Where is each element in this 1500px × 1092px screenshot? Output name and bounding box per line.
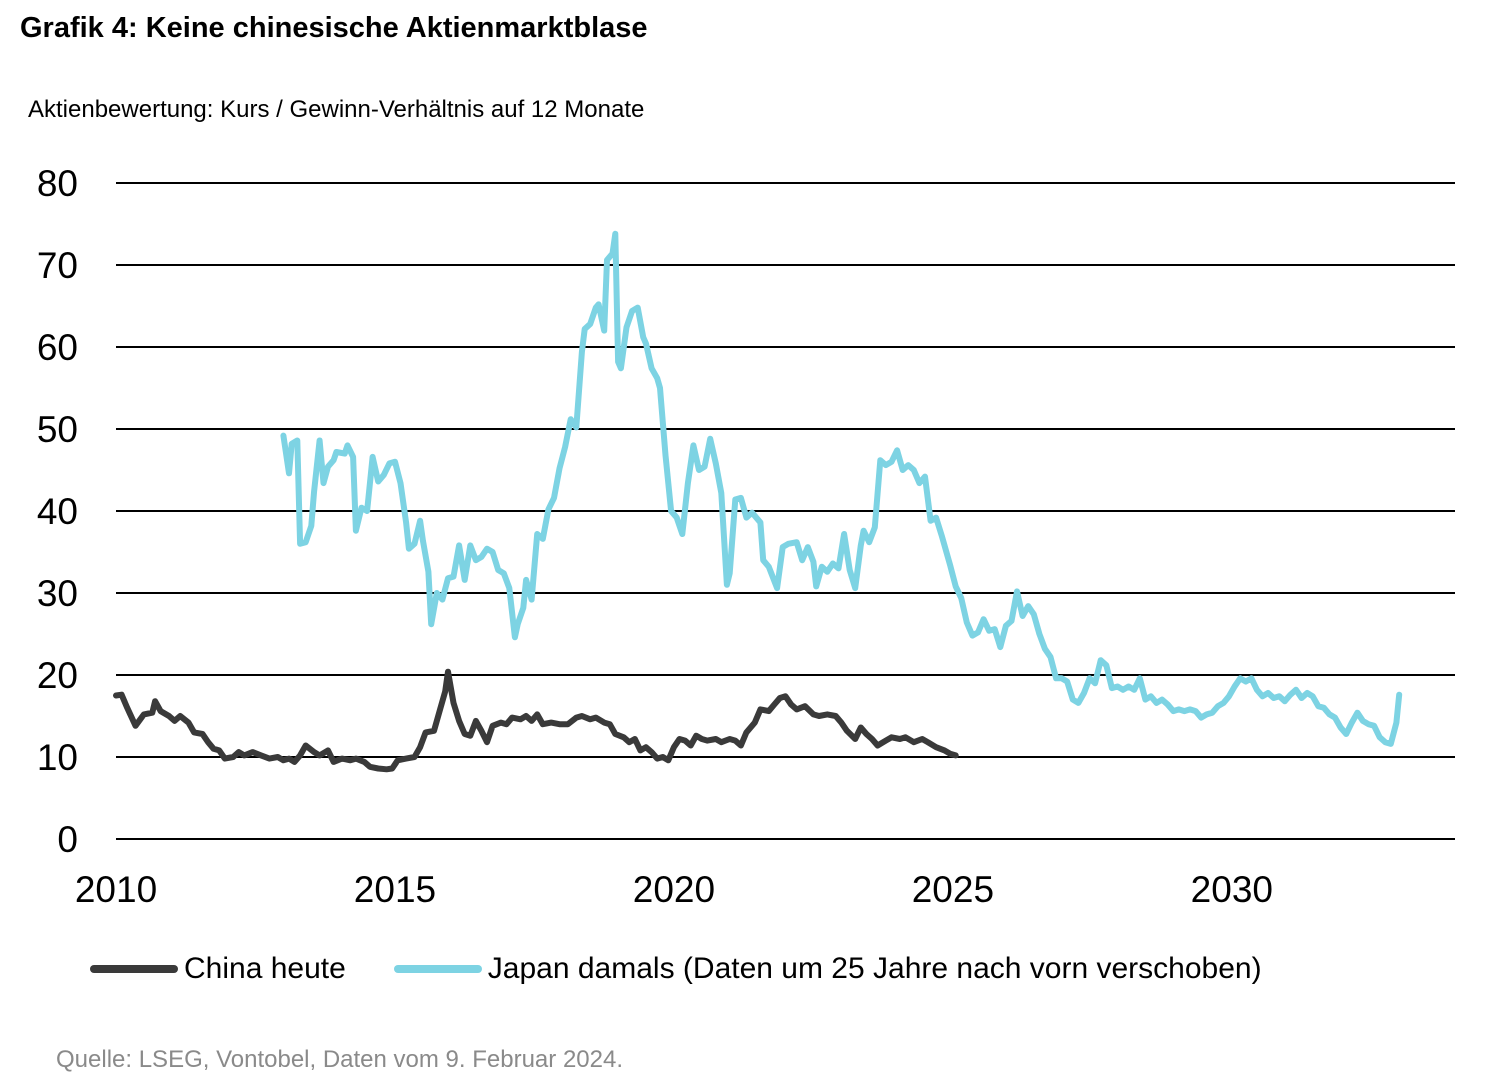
y-tick-label: 80 bbox=[37, 163, 78, 204]
legend-swatch-japan bbox=[393, 965, 482, 973]
y-tick-label: 60 bbox=[37, 327, 78, 368]
legend-item-china: China heute bbox=[90, 952, 346, 986]
y-tick-label: 30 bbox=[37, 573, 78, 614]
x-tick-label: 2030 bbox=[1191, 869, 1273, 910]
source-note: Quelle: LSEG, Vontobel, Daten vom 9. Feb… bbox=[56, 1046, 623, 1073]
series-line-japan bbox=[280, 230, 1403, 747]
x-tick-label: 2010 bbox=[75, 869, 157, 910]
legend-label-china: China heute bbox=[184, 952, 346, 985]
legend-item-japan: Japan damals (Daten um 25 Jahre nach vor… bbox=[393, 952, 1262, 986]
legend-swatch-china bbox=[90, 965, 178, 973]
x-tick-label: 2015 bbox=[354, 869, 436, 910]
legend-label-japan: Japan damals (Daten um 25 Jahre nach vor… bbox=[487, 952, 1262, 985]
x-tick-label: 2020 bbox=[633, 869, 715, 910]
chart-subtitle: Aktienbewertung: Kurs / Gewinn-Verhältni… bbox=[28, 96, 645, 123]
series-line-china bbox=[113, 668, 959, 773]
y-tick-label: 20 bbox=[37, 655, 78, 696]
chart-title: Grafik 4: Keine chinesische Aktienmarktb… bbox=[20, 12, 648, 44]
x-tick-label: 2025 bbox=[912, 869, 994, 910]
y-tick-label: 40 bbox=[37, 491, 78, 532]
chart-legend: China heute Japan damals (Daten um 25 Ja… bbox=[90, 952, 1310, 986]
y-tick-label: 50 bbox=[37, 409, 78, 450]
y-tick-label: 0 bbox=[57, 819, 78, 860]
y-tick-label: 70 bbox=[37, 245, 78, 286]
y-tick-label: 10 bbox=[37, 737, 78, 778]
